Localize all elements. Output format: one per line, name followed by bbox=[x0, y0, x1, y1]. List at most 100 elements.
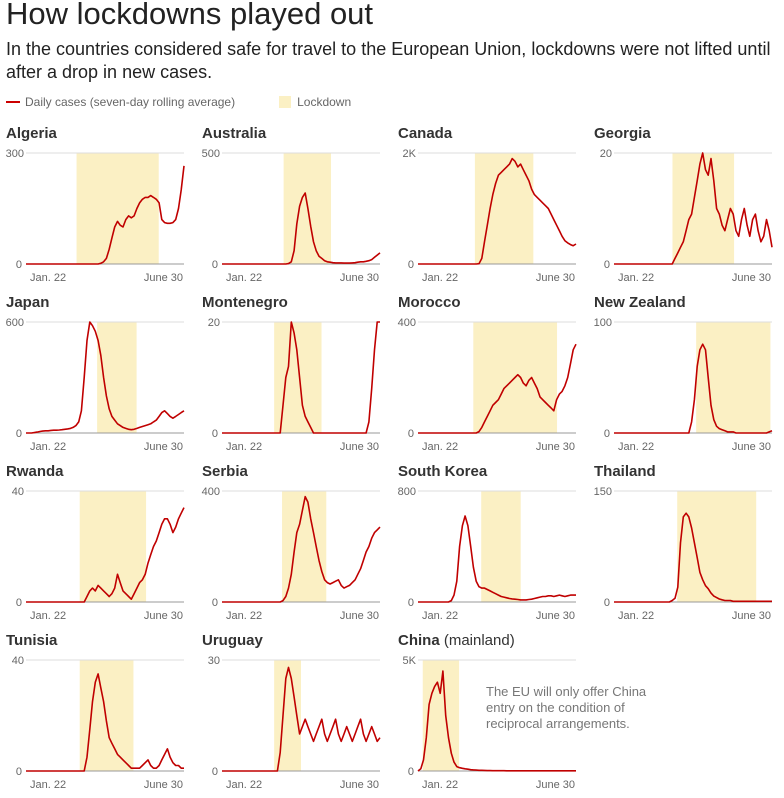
y-tick-max: 2K bbox=[403, 148, 417, 160]
y-tick-zero: 0 bbox=[212, 597, 218, 609]
x-tick-start: Jan. 22 bbox=[422, 272, 458, 284]
x-tick-start: Jan. 22 bbox=[226, 441, 262, 453]
y-tick-zero: 0 bbox=[604, 428, 610, 440]
y-tick-max: 20 bbox=[208, 317, 220, 329]
y-tick-max: 5K bbox=[403, 655, 417, 667]
daily-cases-line bbox=[26, 673, 184, 772]
daily-cases-line bbox=[26, 165, 185, 265]
panel-new-zealand: New Zealand 100 0 Jan. 22 June 30 bbox=[594, 294, 773, 453]
panel-algeria: Algeria 300 0 Jan. 22 June 30 bbox=[6, 125, 185, 284]
daily-cases-line bbox=[418, 157, 577, 265]
x-tick-end: June 30 bbox=[536, 441, 575, 453]
daily-cases-line bbox=[614, 152, 773, 265]
y-tick-max: 800 bbox=[398, 486, 416, 498]
panel-tunisia: Tunisia 40 0 Jan. 22 June 30 bbox=[6, 632, 184, 791]
daily-cases-line bbox=[614, 343, 773, 434]
legend: Daily cases (seven-day rolling average) … bbox=[6, 94, 351, 110]
daily-cases-line bbox=[26, 321, 185, 434]
panel-title: Rwanda bbox=[6, 463, 64, 480]
panel-title: Tunisia bbox=[6, 632, 58, 649]
panel-south-korea: South Korea 800 0 Jan. 22 June 30 bbox=[398, 463, 576, 622]
y-tick-zero: 0 bbox=[16, 766, 22, 778]
panel-title: Australia bbox=[202, 125, 267, 142]
x-tick-start: Jan. 22 bbox=[422, 779, 458, 791]
daily-cases-line bbox=[222, 192, 381, 265]
x-tick-start: Jan. 22 bbox=[226, 272, 262, 284]
y-tick-max: 40 bbox=[12, 655, 24, 667]
x-tick-end: June 30 bbox=[144, 272, 183, 284]
y-tick-zero: 0 bbox=[16, 259, 22, 271]
chart-subtitle: In the countries considered safe for tra… bbox=[6, 39, 771, 82]
legend-line-swatch bbox=[6, 101, 20, 103]
x-tick-end: June 30 bbox=[144, 441, 183, 453]
x-tick-start: Jan. 22 bbox=[30, 779, 66, 791]
daily-cases-line bbox=[222, 666, 381, 772]
panel-uruguay: Uruguay 30 0 Jan. 22 June 30 bbox=[202, 632, 381, 791]
y-tick-max: 500 bbox=[202, 148, 220, 160]
lockdown-band bbox=[76, 153, 159, 264]
panel-title: Montenegro bbox=[202, 294, 288, 311]
x-tick-end: June 30 bbox=[732, 441, 771, 453]
panel-title: Serbia bbox=[202, 463, 249, 480]
y-tick-max: 400 bbox=[202, 486, 220, 498]
x-tick-end: June 30 bbox=[536, 610, 575, 622]
panel-title: New Zealand bbox=[594, 294, 686, 311]
panel-title-suffix: (mainland) bbox=[440, 632, 515, 649]
panel-serbia: Serbia 400 0 Jan. 22 June 30 bbox=[202, 463, 381, 622]
y-tick-zero: 0 bbox=[16, 428, 22, 440]
daily-cases-line bbox=[417, 670, 576, 772]
legend-lockdown-swatch bbox=[279, 96, 292, 108]
panel-china: China (mainland) 5K 0 Jan. 22 June 30 bbox=[398, 632, 576, 791]
x-tick-start: Jan. 22 bbox=[30, 441, 66, 453]
x-tick-start: Jan. 22 bbox=[618, 610, 654, 622]
panel-title: South Korea bbox=[398, 463, 488, 480]
china-note: The EU will only offer China entry on th… bbox=[486, 684, 647, 731]
x-tick-start: Jan. 22 bbox=[422, 610, 458, 622]
lockdown-band bbox=[672, 153, 735, 264]
lockdown-band bbox=[481, 491, 521, 602]
x-tick-start: Jan. 22 bbox=[618, 272, 654, 284]
x-tick-end: June 30 bbox=[340, 779, 379, 791]
panel-japan: Japan 600 0 Jan. 22 June 30 bbox=[6, 294, 185, 453]
x-tick-start: Jan. 22 bbox=[30, 272, 66, 284]
x-tick-end: June 30 bbox=[340, 610, 379, 622]
x-tick-end: June 30 bbox=[732, 610, 771, 622]
x-tick-end: June 30 bbox=[536, 272, 575, 284]
chart-title: How lockdowns played out bbox=[6, 0, 374, 31]
panel-rwanda: Rwanda 40 0 Jan. 22 June 30 bbox=[6, 463, 185, 622]
panel-thailand: Thailand 150 0 Jan. 22 June 30 bbox=[594, 463, 772, 622]
x-tick-start: Jan. 22 bbox=[30, 610, 66, 622]
y-tick-max: 300 bbox=[6, 148, 24, 160]
daily-cases-line bbox=[26, 507, 185, 603]
x-tick-end: June 30 bbox=[340, 441, 379, 453]
y-tick-zero: 0 bbox=[408, 766, 414, 778]
x-tick-end: June 30 bbox=[144, 779, 183, 791]
x-tick-end: June 30 bbox=[340, 272, 379, 284]
panel-title: Algeria bbox=[6, 125, 58, 142]
y-tick-zero: 0 bbox=[408, 428, 414, 440]
y-tick-max: 30 bbox=[208, 655, 220, 667]
y-tick-zero: 0 bbox=[212, 428, 218, 440]
x-tick-end: June 30 bbox=[732, 272, 771, 284]
panel-title: Uruguay bbox=[202, 632, 264, 649]
legend-lockdown-label: Lockdown bbox=[297, 95, 352, 109]
y-tick-max: 400 bbox=[398, 317, 416, 329]
x-tick-start: Jan. 22 bbox=[422, 441, 458, 453]
legend-series-label: Daily cases (seven-day rolling average) bbox=[25, 95, 236, 109]
x-tick-end: June 30 bbox=[536, 779, 575, 791]
daily-cases-line bbox=[614, 512, 772, 603]
y-tick-max: 150 bbox=[594, 486, 612, 498]
panel-canada: Canada 2K 0 Jan. 22 June 30 bbox=[398, 125, 577, 284]
daily-cases-line bbox=[222, 321, 380, 434]
panel-title: Morocco bbox=[398, 294, 461, 311]
x-tick-start: Jan. 22 bbox=[226, 610, 262, 622]
daily-cases-line bbox=[222, 495, 381, 603]
panel-title: Georgia bbox=[594, 125, 651, 142]
panel-title: China (mainland) bbox=[398, 632, 515, 649]
y-tick-max: 600 bbox=[6, 317, 24, 329]
lockdown-band bbox=[677, 491, 757, 602]
lockdown-band bbox=[79, 660, 134, 771]
y-tick-zero: 0 bbox=[16, 597, 22, 609]
y-tick-zero: 0 bbox=[212, 259, 218, 271]
